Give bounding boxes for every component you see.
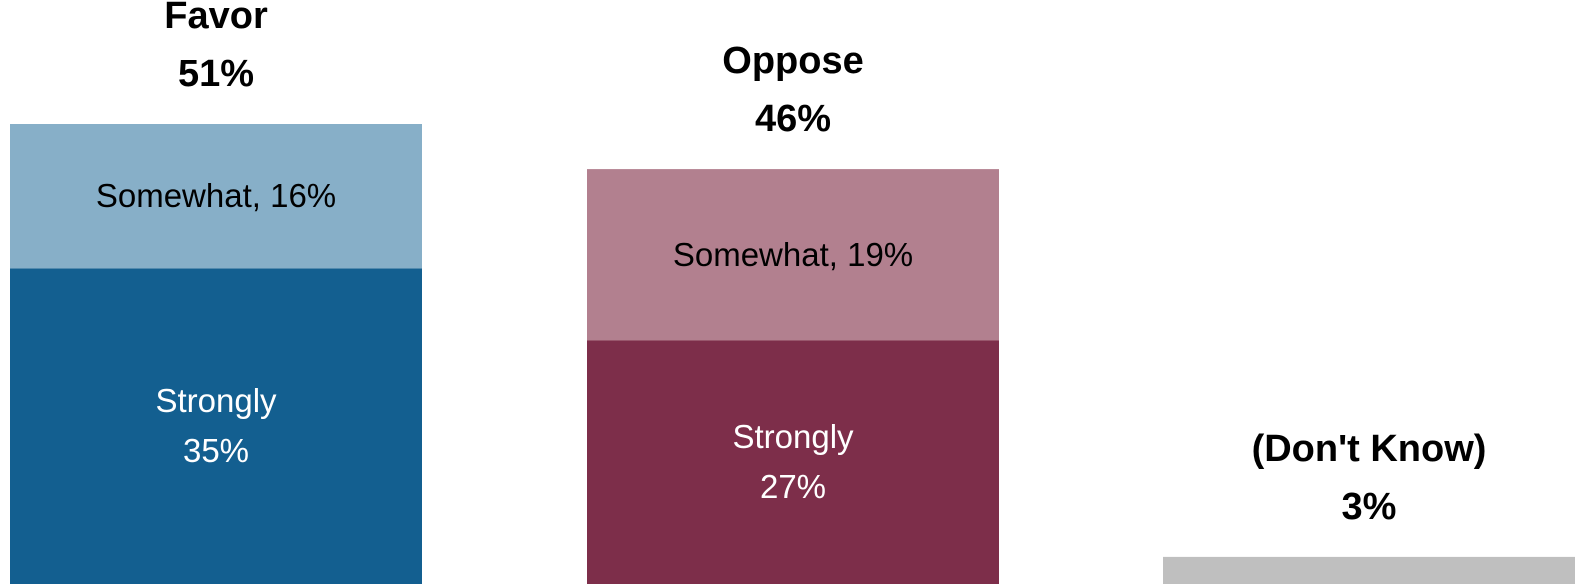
group-total-oppose: 46% xyxy=(755,98,831,140)
segment-label-favor-strongly: 35% xyxy=(183,432,249,469)
segment-label-favor-somewhat: Somewhat, 16% xyxy=(96,177,336,214)
group-label-favor: Favor xyxy=(164,0,268,37)
group-label-oppose: Oppose xyxy=(722,40,863,82)
bar-segment-oppose-somewhat xyxy=(587,169,999,341)
group-label-don-t-know: (Don't Know) xyxy=(1252,428,1487,470)
bar-segment-oppose-strongly xyxy=(587,340,999,584)
segment-label-oppose-strongly: 27% xyxy=(760,468,826,505)
bar-group-oppose: Strongly 27% Somewhat, 19% Oppose 46% xyxy=(587,40,999,584)
bar-segment-favor-somewhat xyxy=(10,124,422,269)
segment-label-favor-strongly: Strongly xyxy=(155,382,277,419)
segment-label-oppose-strongly: Strongly xyxy=(732,418,854,455)
group-total-favor: 51% xyxy=(178,53,254,95)
bar-group-favor: Strongly 35% Somewhat, 16% Favor 51% xyxy=(10,0,422,584)
bar-segment-favor-strongly xyxy=(10,268,422,584)
bar-group-don-t-know: (Don't Know) 3% xyxy=(1163,428,1575,584)
segment-label-oppose-somewhat: Somewhat, 19% xyxy=(673,236,913,273)
bar-segment-don-t-know-don-t-know xyxy=(1163,556,1575,584)
group-total-don-t-know: 3% xyxy=(1342,486,1397,528)
